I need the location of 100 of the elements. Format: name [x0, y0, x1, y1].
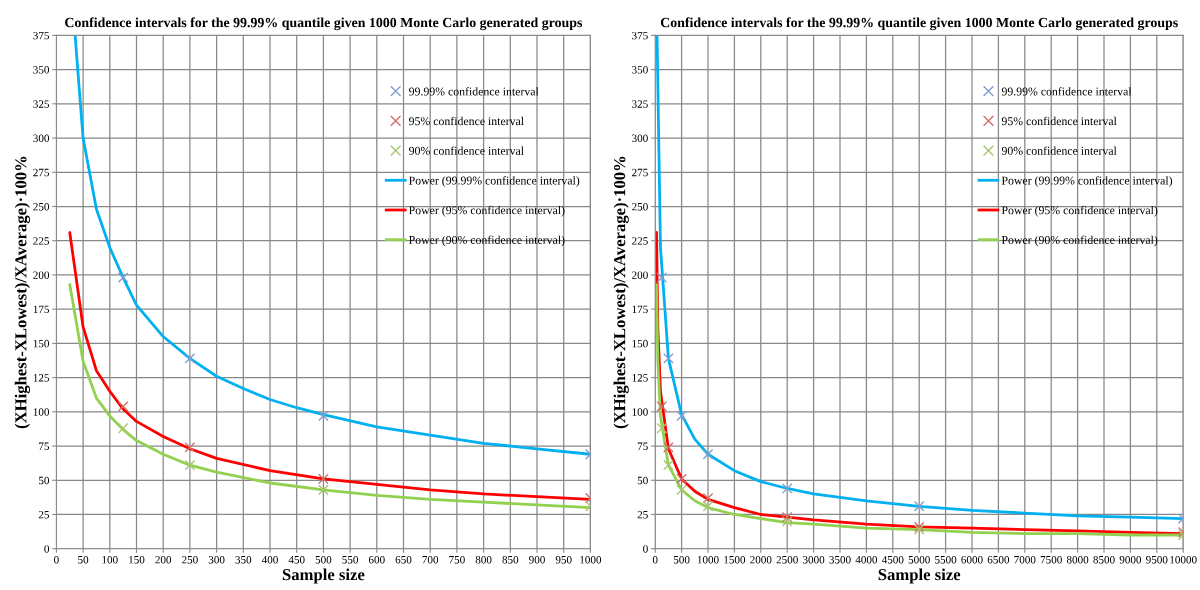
x-tick-label: 10000 — [1170, 555, 1197, 564]
legend-label: 95% confidence interval — [409, 116, 524, 126]
point — [781, 515, 793, 527]
x-tick-label: 950 — [555, 555, 572, 564]
x-tick-label: 100 — [102, 555, 118, 564]
y-tick-label: 325 — [33, 100, 50, 108]
point — [702, 500, 714, 512]
x-tick-label: 6000 — [961, 555, 983, 564]
y-tick-label: 100 — [33, 408, 50, 416]
legend-label: 95% confidence interval — [1001, 116, 1117, 126]
x-tick-label: 400 — [261, 555, 278, 564]
x-tick-label: 9000 — [1119, 555, 1142, 564]
x-tick-label: 600 — [368, 555, 385, 564]
y-tick-label: 175 — [632, 305, 648, 314]
legend-label: Power (99.99% confidence interval) — [1001, 176, 1173, 187]
point — [913, 500, 925, 512]
legend-label: Power (90% confidence interval) — [1001, 235, 1158, 247]
x-tick-label: 700 — [422, 555, 439, 564]
x-tick-label: 50 — [78, 555, 89, 564]
point — [702, 448, 714, 460]
legend-label: Power (95% confidence interval) — [409, 205, 565, 217]
point — [656, 272, 668, 284]
point — [318, 484, 329, 496]
legend-label: 90% confidence interval — [409, 146, 524, 155]
x-tick-label: 500 — [315, 555, 332, 564]
point — [702, 492, 714, 504]
x-tick-label: 5500 — [935, 555, 957, 564]
point — [117, 272, 129, 284]
x-tick-label: 1500 — [724, 555, 746, 564]
point — [117, 400, 129, 412]
y-tick-label: 0 — [44, 545, 50, 553]
x-tick-label: 750 — [449, 555, 465, 564]
y-tick-label: 350 — [33, 66, 50, 74]
y-tick-label: 300 — [33, 134, 50, 143]
x-tick-label: 4500 — [881, 555, 904, 564]
y-tick-label: 225 — [33, 237, 50, 245]
x-tick-label: 650 — [395, 555, 412, 564]
x-axis-title: Sample size — [282, 568, 365, 584]
point — [656, 422, 668, 434]
x-tick-label: 8000 — [1066, 555, 1089, 564]
y-tick-label: 375 — [33, 31, 50, 40]
point — [781, 483, 793, 494]
y-tick-label: 275 — [33, 168, 50, 177]
x-tick-label: 5000 — [908, 555, 930, 564]
x-tick-label: 7000 — [1014, 555, 1036, 564]
y-axis-title: (XHighest-XLowest)/XAverage)·100% — [613, 156, 629, 429]
y-tick-label: 175 — [33, 305, 50, 314]
x-tick-label: 6500 — [987, 555, 1010, 564]
y-tick-label: 75 — [637, 442, 648, 450]
x-tick-label: 350 — [235, 555, 252, 564]
point — [656, 400, 668, 412]
y-tick-label: 300 — [632, 134, 648, 143]
y-tick-label: 150 — [632, 339, 648, 348]
chart-title: Confidence intervals for the 99.99% quantile given 1000 Monte Carlo generated groups — [660, 17, 1178, 31]
y-tick-label: 75 — [39, 442, 50, 450]
point — [781, 511, 793, 523]
x-tick-label: 250 — [182, 555, 198, 564]
point — [184, 442, 196, 453]
x-tick-label: 450 — [288, 555, 305, 564]
x-tick-label: 300 — [208, 555, 225, 564]
x-axis-title: Sample size — [878, 568, 961, 584]
line-series — [68, 231, 591, 501]
point — [184, 459, 196, 471]
chart-title: Confidence intervals for the 99.99% quantile given 1000 Monte Carlo generated groups — [65, 17, 583, 31]
x-tick-label: 9500 — [1146, 555, 1168, 564]
point — [676, 410, 687, 422]
y-tick-label: 125 — [632, 374, 648, 382]
legend-label: Power (95% confidence interval) — [1001, 205, 1158, 217]
point — [117, 422, 129, 434]
x-tick-label: 7500 — [1040, 555, 1062, 564]
y-tick-label: 25 — [637, 510, 648, 519]
y-axis-title: (XHighest-XLowest)/XAverage)·100% — [14, 156, 31, 429]
x-tick-label: 850 — [502, 555, 519, 564]
x-tick-label: 3500 — [829, 555, 851, 564]
point — [663, 353, 674, 364]
x-tick-label: 8500 — [1093, 555, 1115, 564]
y-tick-label: 250 — [632, 202, 648, 211]
point — [676, 484, 687, 496]
x-tick-label: 0 — [652, 555, 658, 564]
y-tick-label: 200 — [33, 271, 50, 279]
y-tick-label: 225 — [632, 237, 648, 245]
point — [318, 410, 329, 422]
legend-label: Power (90% confidence interval) — [409, 235, 565, 247]
x-tick-label: 0 — [54, 555, 59, 564]
y-tick-label: 325 — [632, 100, 648, 108]
y-tick-label: 200 — [632, 271, 648, 279]
x-tick-label: 150 — [129, 555, 145, 564]
legend-label: 90% confidence interval — [1001, 146, 1117, 155]
x-tick-label: 800 — [475, 555, 492, 564]
y-tick-label: 100 — [632, 408, 648, 416]
y-tick-label: 250 — [33, 202, 50, 211]
x-tick-label: 200 — [155, 555, 172, 564]
legend-label: Power (99.99% confidence interval) — [409, 176, 580, 187]
y-tick-label: 125 — [33, 374, 50, 382]
x-tick-label: 1000 — [580, 555, 602, 564]
x-tick-label: 3000 — [803, 555, 825, 564]
y-tick-label: 50 — [637, 476, 648, 485]
x-tick-label: 4000 — [855, 555, 878, 564]
x-tick-label: 500 — [673, 555, 690, 564]
x-tick-label: 900 — [529, 555, 545, 564]
